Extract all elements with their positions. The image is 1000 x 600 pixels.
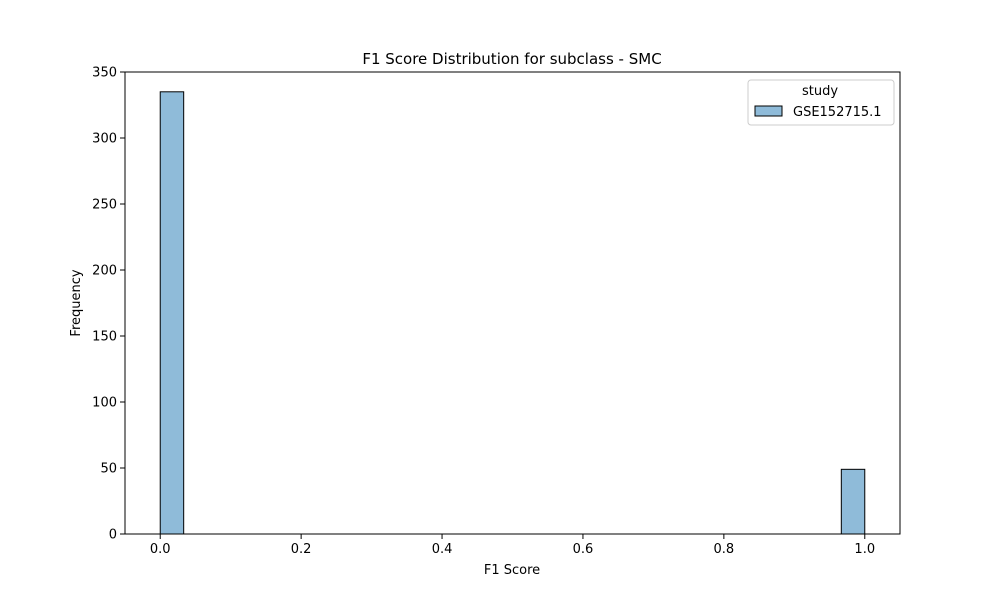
y-tick-label: 0 (109, 528, 117, 543)
x-tick-label: 1.0 (854, 542, 875, 557)
x-tick-label: 0.0 (150, 542, 171, 557)
legend-title: study (802, 84, 838, 99)
histogram-bar (159, 91, 185, 535)
plot-area: 0.0 0.2 0.4 0.6 0.8 1.0 0 50 100 150 200 250 300 350 (92, 66, 875, 558)
x-tick-label: 0.6 (573, 542, 594, 557)
y-tick-label: 150 (92, 330, 117, 345)
x-tick-label: 0.8 (714, 542, 735, 557)
y-tick-label: 100 (92, 396, 117, 411)
legend-entry-label: GSE152715.1 (793, 105, 882, 120)
y-tick-label: 50 (100, 462, 117, 477)
histogram-bar (840, 468, 866, 535)
legend-swatch (754, 105, 783, 117)
legend-frame (747, 79, 895, 126)
y-axis-label: Frequency (69, 269, 84, 336)
plot-frame (124, 71, 901, 535)
x-axis-label: F1 Score (484, 563, 540, 578)
legend: study GSE152715.1 (747, 79, 895, 126)
chart-title: F1 Score Distribution for subclass - SMC (362, 50, 661, 68)
y-tick-label: 300 (92, 132, 117, 147)
x-tick-label: 0.2 (291, 542, 312, 557)
y-tick-label: 350 (92, 66, 117, 81)
y-tick-label: 250 (92, 198, 117, 213)
y-tick-label: 200 (92, 264, 117, 279)
x-tick-label: 0.4 (432, 542, 453, 557)
